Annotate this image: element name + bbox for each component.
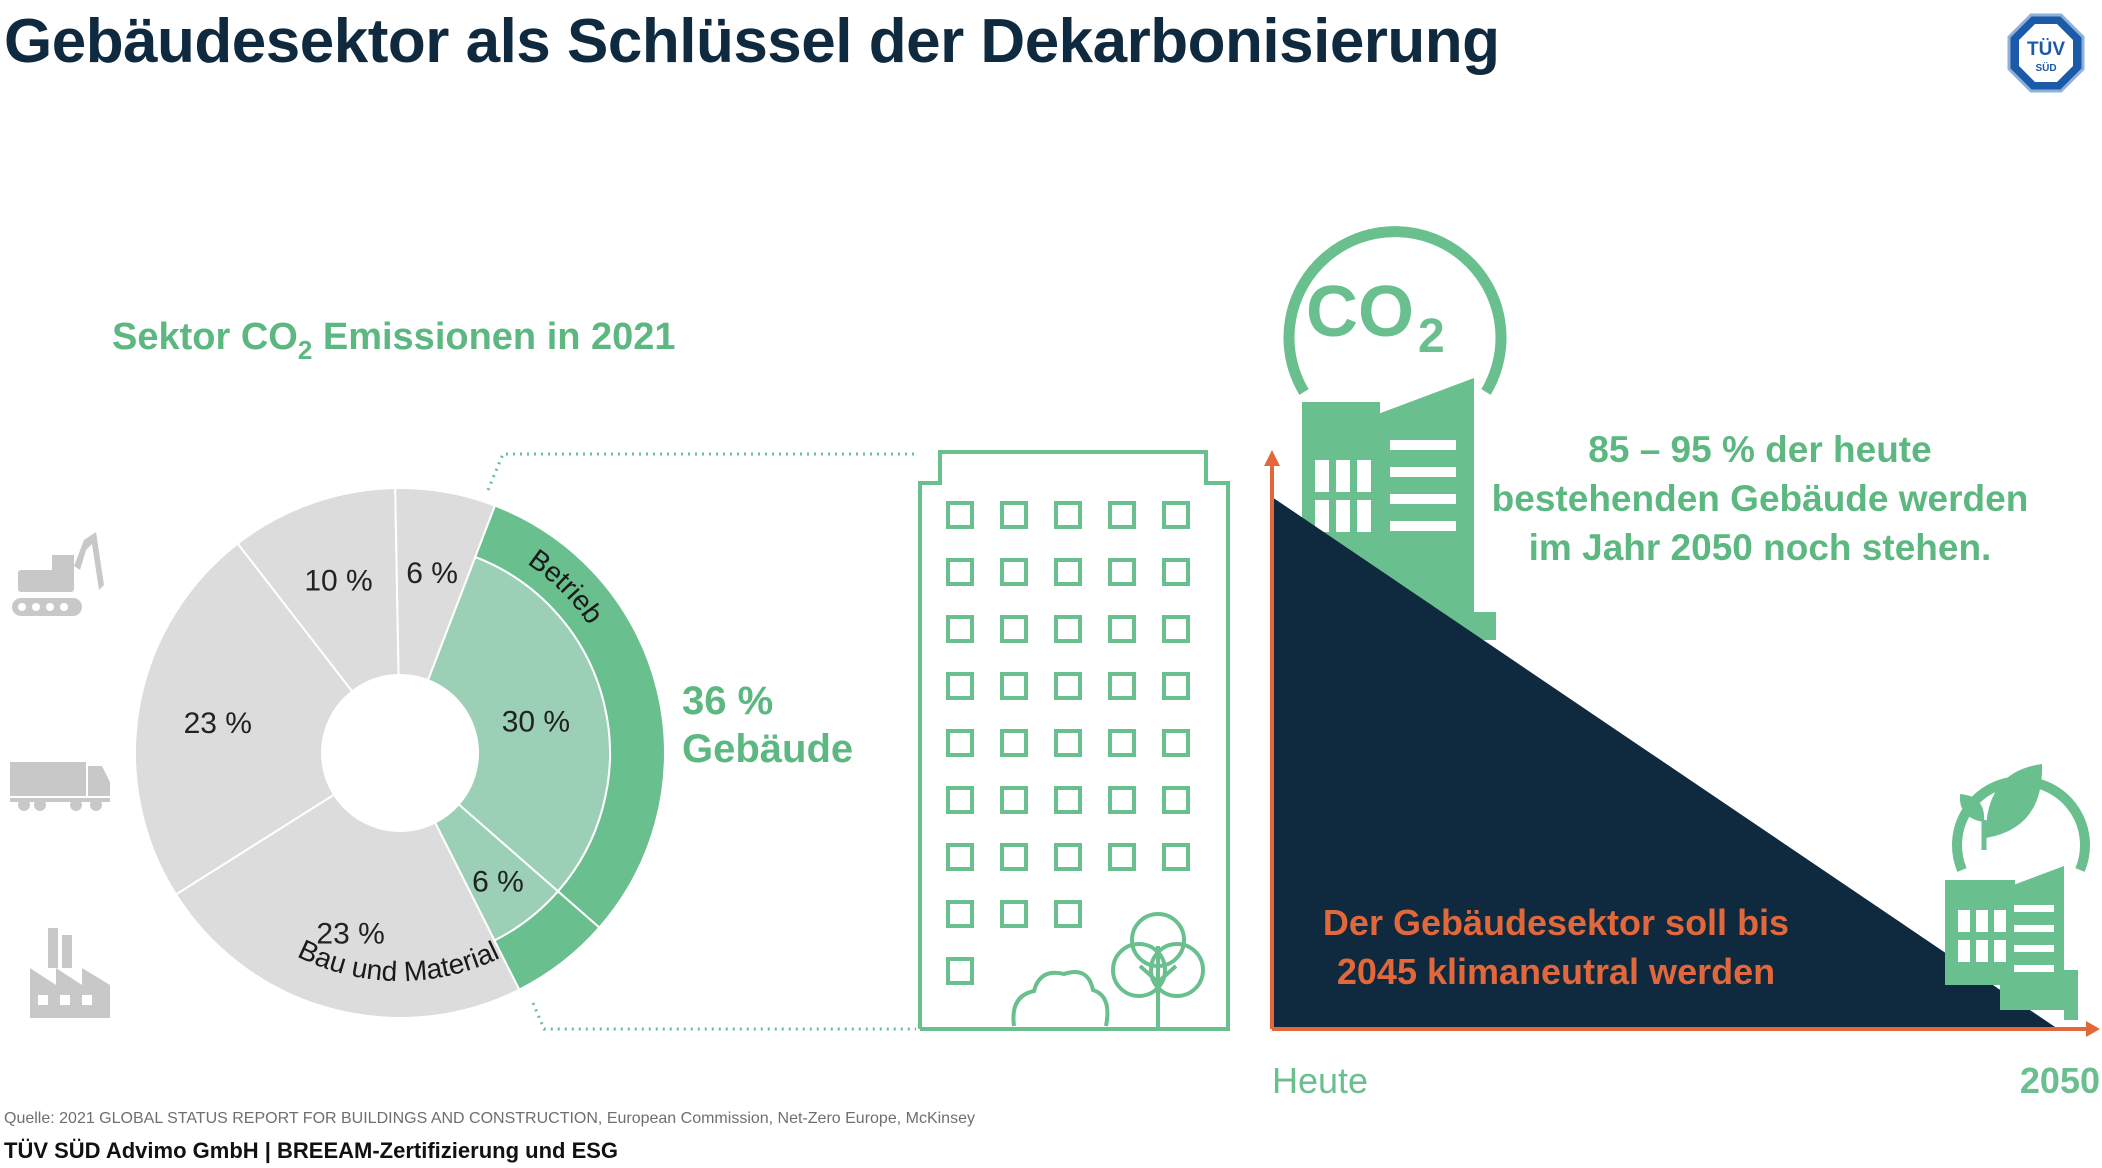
window xyxy=(1162,786,1190,814)
stat-line1: 85 – 95 % der heute xyxy=(1588,429,1931,470)
page-title: Gebäudesektor als Schlüssel der Dekarbon… xyxy=(4,7,1500,76)
pie-slice-label: 30 % xyxy=(502,705,570,738)
window xyxy=(1054,615,1082,643)
x-end-label: 2050 xyxy=(2020,1060,2100,1101)
truck-icon xyxy=(10,762,110,811)
total-label: Gebäude xyxy=(682,727,853,771)
window xyxy=(946,501,974,529)
window xyxy=(946,900,974,928)
window xyxy=(1054,786,1082,814)
window xyxy=(1162,501,1190,529)
goal-line1: Der Gebäudesektor soll bis xyxy=(1323,902,1789,943)
stat-line2: bestehenden Gebäude werden xyxy=(1492,478,2029,519)
window xyxy=(1162,843,1190,871)
logo-line1: TÜV xyxy=(2027,39,2065,60)
window xyxy=(1000,672,1028,700)
window xyxy=(946,786,974,814)
window xyxy=(946,615,974,643)
svg-text:CO: CO xyxy=(1306,272,1414,352)
window xyxy=(1054,843,1082,871)
existing-buildings-icon xyxy=(1302,378,1496,640)
pie-slice xyxy=(174,793,521,1019)
pie-slice-label: 23 % xyxy=(184,707,252,740)
cloud-icon xyxy=(1011,970,1110,1027)
window xyxy=(1054,729,1082,757)
window xyxy=(1000,786,1028,814)
window xyxy=(1054,501,1082,529)
window xyxy=(946,729,974,757)
pie-slice-label: 6 % xyxy=(406,557,458,590)
window xyxy=(1108,672,1136,700)
connector-bottom xyxy=(531,1002,916,1031)
factory-icon xyxy=(30,928,110,1018)
pie-slice xyxy=(236,487,400,693)
tree-icon xyxy=(1111,912,1205,1028)
building-icon xyxy=(918,450,1230,1031)
window xyxy=(1162,672,1190,700)
window xyxy=(1108,729,1136,757)
window xyxy=(1108,615,1136,643)
pie-slice-label: 23 % xyxy=(316,917,384,950)
pie-slice-label: 6 % xyxy=(472,865,524,898)
window xyxy=(1000,558,1028,586)
total-pct: 36 % xyxy=(682,679,773,723)
co2-cloud-icon: CO 2 xyxy=(1283,226,1507,395)
window xyxy=(1000,501,1028,529)
window xyxy=(1054,672,1082,700)
window xyxy=(1000,843,1028,871)
window xyxy=(1000,729,1028,757)
leaf-icon xyxy=(1952,764,2090,872)
source-note: Quelle: 2021 GLOBAL STATUS REPORT FOR BU… xyxy=(4,1110,975,1127)
window xyxy=(1108,786,1136,814)
window xyxy=(946,558,974,586)
window xyxy=(1162,558,1190,586)
x-start-label: Heute xyxy=(1272,1060,1368,1101)
logo-line2: SÜD xyxy=(2035,61,2056,74)
window xyxy=(1162,615,1190,643)
pie-heading: Sektor CO2 Emissionen in 2021 xyxy=(112,316,676,365)
window xyxy=(1054,558,1082,586)
window xyxy=(1108,501,1136,529)
window xyxy=(1108,843,1136,871)
window xyxy=(1000,900,1028,928)
decline-triangle xyxy=(1272,497,2058,1029)
window xyxy=(946,843,974,871)
window xyxy=(1162,729,1190,757)
window xyxy=(1054,900,1082,928)
outer-ring-segment xyxy=(493,889,601,991)
pie-slice-label: 10 % xyxy=(304,565,372,598)
goal-line2: 2045 klimaneutral werden xyxy=(1337,951,1775,992)
window xyxy=(946,672,974,700)
future-buildings-icon xyxy=(1945,866,2078,1020)
pie-slice xyxy=(134,542,354,896)
window xyxy=(946,957,974,985)
stat-line3: im Jahr 2050 noch stehen. xyxy=(1529,527,1992,568)
footer: TÜV SÜD Advimo GmbH | BREEAM-Zertifizier… xyxy=(4,1138,619,1163)
connector-top xyxy=(486,452,916,491)
window xyxy=(1108,558,1136,586)
excavator-icon xyxy=(12,532,104,616)
window xyxy=(1000,615,1028,643)
svg-text:2: 2 xyxy=(1418,310,1445,363)
tuv-logo: TÜV SÜD xyxy=(2007,13,2085,93)
